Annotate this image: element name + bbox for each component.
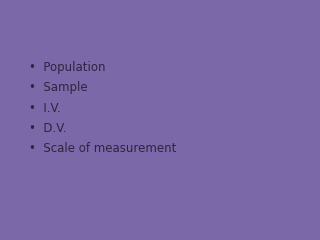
Text: •  Sample: • Sample — [29, 81, 87, 94]
Text: •  I.V.: • I.V. — [29, 102, 60, 114]
Text: •  D.V.: • D.V. — [29, 122, 66, 135]
Text: •  Population: • Population — [29, 61, 105, 74]
Text: •  Scale of measurement: • Scale of measurement — [29, 142, 176, 155]
